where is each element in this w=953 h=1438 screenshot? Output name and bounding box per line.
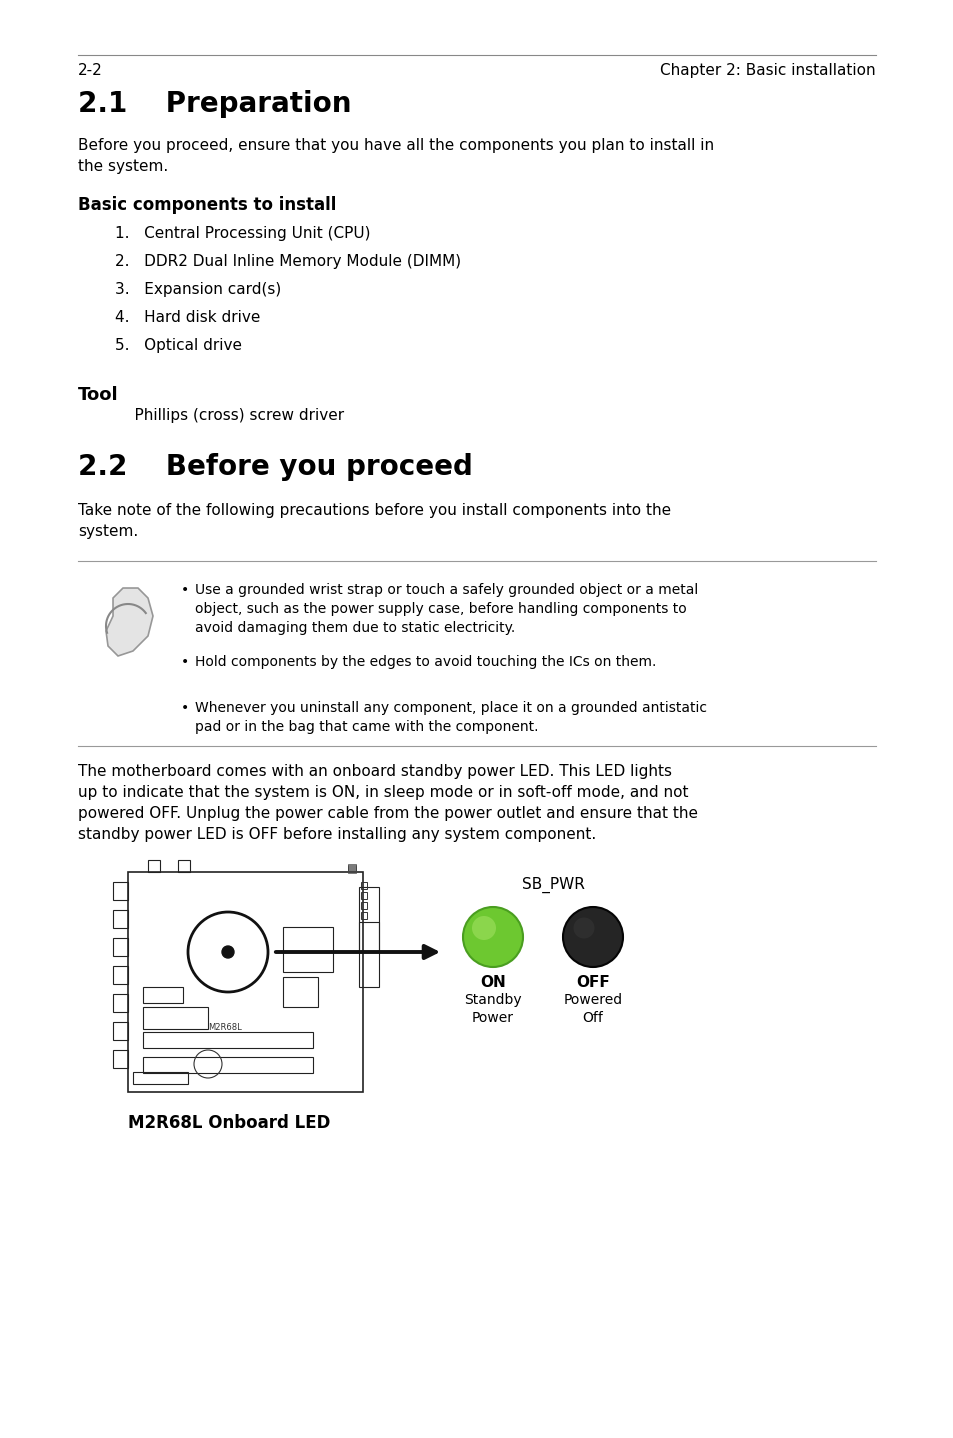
Bar [112,910,128,928]
Text: Whenever you uninstall any component, place it on a grounded antistatic
pad or i: Whenever you uninstall any component, pl… [194,700,706,733]
Circle shape [462,907,522,966]
Bar [112,881,128,900]
Text: OFF: OFF [576,975,609,989]
Bar [358,887,378,952]
Bar [348,869,355,873]
Text: Phillips (cross) screw driver: Phillips (cross) screw driver [115,408,344,423]
Text: Chapter 2: Basic installation: Chapter 2: Basic installation [659,63,875,78]
Text: The motherboard comes with an onboard standby power LED. This LED lights
up to i: The motherboard comes with an onboard st… [78,764,698,843]
Text: Powered
Off: Powered Off [563,994,622,1025]
Bar [148,860,160,871]
Text: Before you proceed, ensure that you have all the components you plan to install : Before you proceed, ensure that you have… [78,138,714,174]
Bar [283,976,317,1007]
Bar [143,1007,208,1030]
Text: •: • [181,582,189,597]
Text: 2.   DDR2 Dual Inline Memory Module (DIMM): 2. DDR2 Dual Inline Memory Module (DIMM) [115,255,460,269]
Bar [178,860,190,871]
Bar [348,866,355,871]
Text: ON: ON [479,975,505,989]
Bar [360,912,367,919]
Text: 2.1    Preparation: 2.1 Preparation [78,91,351,118]
Bar [283,928,333,972]
Bar [112,1022,128,1040]
Bar [348,864,355,869]
Text: Standby
Power: Standby Power [464,994,521,1025]
Text: 2.2    Before you proceed: 2.2 Before you proceed [78,453,473,480]
Bar [128,871,363,1091]
Bar [360,881,367,889]
Text: 5.   Optical drive: 5. Optical drive [115,338,242,352]
Bar [143,1057,313,1073]
Text: SB_PWR: SB_PWR [521,877,584,893]
Circle shape [573,917,594,939]
Text: M2R68L Onboard LED: M2R68L Onboard LED [128,1114,330,1132]
Text: 3.   Expansion card(s): 3. Expansion card(s) [115,282,281,298]
Bar [132,1071,188,1084]
Text: Take note of the following precautions before you install components into the
sy: Take note of the following precautions b… [78,503,670,539]
Bar [143,1032,313,1048]
Text: M2R68L: M2R68L [208,1022,241,1032]
Bar [358,922,378,986]
Bar [112,1050,128,1068]
Text: 4.   Hard disk drive: 4. Hard disk drive [115,311,260,325]
Bar [360,892,367,899]
Text: 2-2: 2-2 [78,63,103,78]
PathPatch shape [106,588,152,656]
Bar [143,986,183,1002]
Circle shape [562,907,622,966]
Bar [112,994,128,1012]
Bar [112,966,128,984]
Text: Basic components to install: Basic components to install [78,196,336,214]
Text: 1.   Central Processing Unit (CPU): 1. Central Processing Unit (CPU) [115,226,370,242]
Bar [348,866,355,870]
Text: •: • [181,654,189,669]
Text: Tool: Tool [78,385,118,404]
Bar [360,902,367,909]
Bar [348,867,355,871]
Bar [112,938,128,956]
Circle shape [472,916,496,940]
Text: •: • [181,700,189,715]
Text: Use a grounded wrist strap or touch a safely grounded object or a metal
object, : Use a grounded wrist strap or touch a sa… [194,582,698,636]
Circle shape [222,946,233,958]
Text: Hold components by the edges to avoid touching the ICs on them.: Hold components by the edges to avoid to… [194,654,656,669]
